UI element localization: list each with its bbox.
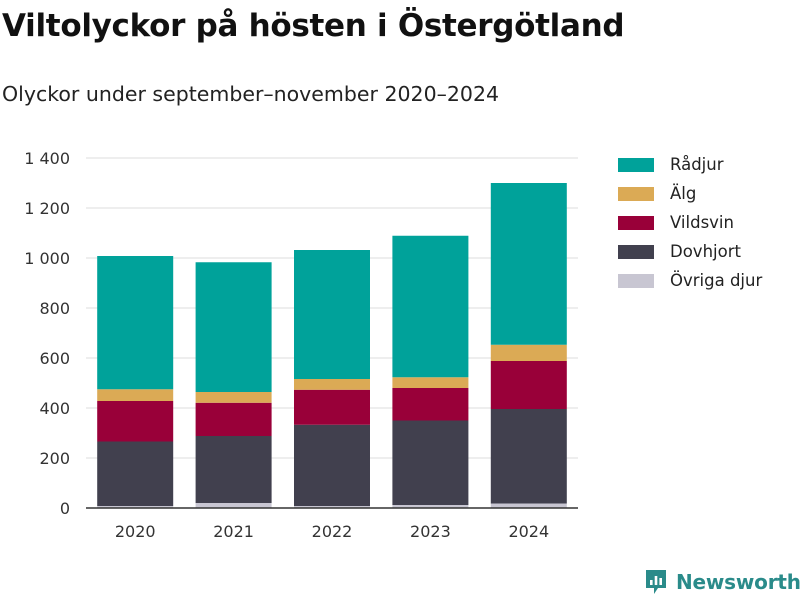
bar-segment (294, 379, 370, 390)
legend-swatch (618, 215, 654, 230)
legend-label: Vildsvin (670, 213, 734, 232)
x-tick-label: 2021 (213, 522, 254, 541)
bar-segment (392, 377, 469, 388)
legend-item: Övriga djur (618, 266, 762, 295)
legend-item: Vildsvin (618, 208, 762, 237)
bar-segment (195, 392, 272, 403)
bar-segment (490, 183, 567, 345)
bar-segment (97, 389, 174, 401)
y-tick-label: 600 (39, 349, 70, 368)
bar-segment (195, 503, 272, 508)
brand-logo: Newsworthy (644, 568, 800, 596)
y-tick-label: 200 (39, 449, 70, 468)
bar-segment (294, 250, 370, 379)
legend-swatch (618, 186, 654, 201)
bar-segment (490, 409, 567, 504)
brand-name: Newsworthy (676, 570, 800, 594)
legend-item: Rådjur (618, 150, 762, 179)
legend-label: Övriga djur (670, 271, 763, 290)
chart-subtitle: Olyckor under september–november 2020–20… (2, 82, 500, 106)
legend-swatch (618, 157, 654, 172)
bar-segment (392, 235, 469, 378)
x-tick-label: 2020 (115, 522, 156, 541)
x-tick-label: 2022 (312, 522, 353, 541)
bar-segment (195, 402, 272, 436)
bar-segment (97, 401, 174, 442)
legend-label: Dovhjort (670, 242, 741, 261)
x-tick-label: 2024 (508, 522, 549, 541)
bar-segment (97, 441, 174, 506)
y-tick-label: 1 200 (24, 199, 70, 218)
legend-swatch (618, 244, 654, 259)
bar-segment (490, 503, 567, 508)
bar-segment (97, 256, 174, 390)
legend-label: Älg (670, 184, 697, 203)
chart-legend: Rådjur Älg Vildsvin Dovhjort Övriga djur (618, 150, 762, 295)
bar-segment (490, 344, 567, 361)
bar-segment (294, 506, 370, 508)
bar-segment (97, 506, 174, 508)
bar-segment (294, 424, 370, 506)
y-tick-label: 1 400 (24, 149, 70, 168)
y-tick-label: 800 (39, 299, 70, 318)
bar-segment (392, 388, 469, 421)
bar-segment (490, 361, 567, 409)
y-tick-label: 0 (60, 499, 70, 518)
bar-segment (294, 389, 370, 425)
x-tick-label: 2023 (410, 522, 451, 541)
newsworthy-logo-icon (646, 570, 666, 594)
y-tick-label: 400 (39, 399, 70, 418)
y-tick-label: 1 000 (24, 249, 70, 268)
legend-label: Rådjur (670, 155, 724, 174)
bar-segment (195, 436, 272, 503)
legend-item: Älg (618, 179, 762, 208)
bar-segment (195, 262, 272, 392)
legend-item: Dovhjort (618, 237, 762, 266)
legend-swatch (618, 273, 654, 288)
chart-title: Viltolyckor på hösten i Östergötland (2, 8, 625, 44)
bar-segment (392, 505, 469, 508)
bar-segment (392, 420, 469, 505)
